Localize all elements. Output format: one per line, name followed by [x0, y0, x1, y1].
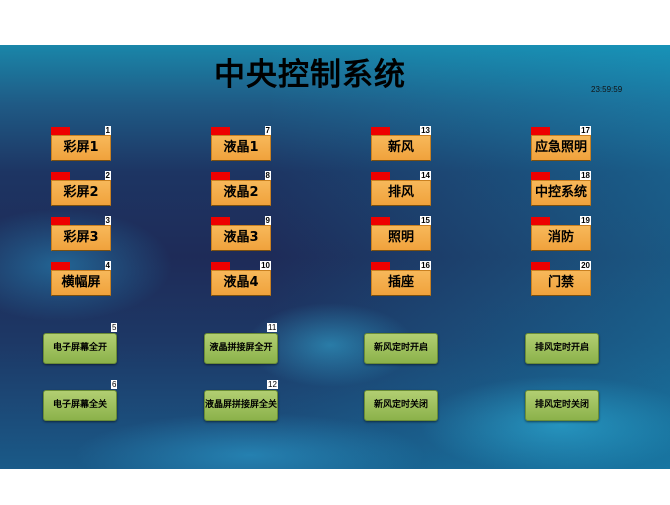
device-button-label: 液晶1	[223, 140, 259, 155]
status-indicator	[371, 172, 390, 180]
action-button[interactable]: 新风定时关闭	[364, 390, 438, 421]
action-button[interactable]: 新风定时开启	[364, 333, 438, 364]
device-button-label: 照明	[387, 230, 414, 245]
action-number-badge: 11	[267, 323, 278, 332]
device-number-badge: 8	[264, 171, 271, 180]
action-button[interactable]: 排风定时关闭	[525, 390, 599, 421]
status-indicator	[531, 172, 550, 180]
device-button[interactable]: 液晶2 8	[211, 171, 271, 206]
device-button-label: 排风	[387, 185, 414, 200]
device-number-badge: 4	[104, 261, 111, 270]
action-number-badge: 12	[267, 380, 278, 389]
status-indicator	[371, 217, 390, 225]
action-button[interactable]: 电子屏幕全关	[43, 390, 117, 421]
device-button-label: 彩屏3	[63, 230, 99, 245]
device-button[interactable]: 门禁 20	[531, 261, 591, 296]
status-indicator	[51, 217, 70, 225]
status-indicator	[531, 127, 550, 135]
status-indicator	[51, 127, 70, 135]
device-button[interactable]: 照明 15	[371, 216, 431, 251]
device-number-badge: 20	[580, 261, 591, 270]
device-button-label: 插座	[387, 275, 414, 290]
device-button-label: 门禁	[547, 275, 574, 290]
device-number-badge: 18	[580, 171, 591, 180]
device-button[interactable]: 应急照明 17	[531, 126, 591, 161]
device-number-badge: 15	[420, 216, 431, 225]
status-indicator	[371, 262, 390, 270]
device-button[interactable]: 消防 19	[531, 216, 591, 251]
device-button[interactable]: 横幅屏 4	[51, 261, 111, 296]
device-button[interactable]: 液晶4 10	[211, 261, 271, 296]
status-indicator	[211, 172, 230, 180]
device-button[interactable]: 彩屏3 3	[51, 216, 111, 251]
status-indicator	[211, 217, 230, 225]
device-number-badge: 1	[104, 126, 111, 135]
status-indicator	[531, 262, 550, 270]
device-number-badge: 17	[580, 126, 591, 135]
action-number-badge: 5	[111, 323, 118, 332]
device-number-badge: 14	[420, 171, 431, 180]
device-button[interactable]: 彩屏1 1	[51, 126, 111, 161]
device-button-label: 液晶2	[223, 185, 259, 200]
device-number-badge: 13	[420, 126, 431, 135]
device-number-badge: 9	[264, 216, 271, 225]
status-indicator	[51, 262, 70, 270]
device-button-label: 消防	[547, 230, 574, 245]
action-button[interactable]: 液晶屏拼接屏全关	[204, 390, 278, 421]
device-number-badge: 10	[260, 261, 271, 270]
device-number-badge: 2	[104, 171, 111, 180]
device-number-badge: 16	[420, 261, 431, 270]
device-button-label: 彩屏2	[63, 185, 99, 200]
device-number-badge: 19	[580, 216, 591, 225]
action-number-badge: 6	[111, 380, 118, 389]
status-indicator	[211, 127, 230, 135]
device-button[interactable]: 中控系统 18	[531, 171, 591, 206]
device-button[interactable]: 彩屏2 2	[51, 171, 111, 206]
device-button-label: 应急照明	[534, 140, 587, 155]
device-button-label: 液晶3	[223, 230, 259, 245]
device-number-badge: 7	[264, 126, 271, 135]
device-button[interactable]: 插座 16	[371, 261, 431, 296]
status-indicator	[531, 217, 550, 225]
device-button[interactable]: 液晶3 9	[211, 216, 271, 251]
action-button[interactable]: 排风定时开启	[525, 333, 599, 364]
device-number-badge: 3	[104, 216, 111, 225]
status-indicator	[371, 127, 390, 135]
device-button[interactable]: 排风 14	[371, 171, 431, 206]
page-title: 中央控制系统	[214, 57, 406, 93]
device-button-label: 新风	[387, 140, 414, 155]
control-panel: 中央控制系统 23:59:59 彩屏1 1 彩屏2 2 彩屏3 3 横幅屏 4 液晶1 7 液晶2 8…	[0, 45, 670, 469]
device-button-label: 横幅屏	[61, 275, 101, 290]
action-button[interactable]: 电子屏幕全开	[43, 333, 117, 364]
status-indicator	[211, 262, 230, 270]
device-button[interactable]: 液晶1 7	[211, 126, 271, 161]
action-button[interactable]: 液晶拼接屏全开	[204, 333, 278, 364]
device-button-label: 彩屏1	[63, 140, 99, 155]
device-button[interactable]: 新风 13	[371, 126, 431, 161]
device-button-label: 液晶4	[223, 275, 259, 290]
status-indicator	[51, 172, 70, 180]
device-button-label: 中控系统	[534, 185, 587, 200]
clock: 23:59:59	[591, 85, 623, 94]
